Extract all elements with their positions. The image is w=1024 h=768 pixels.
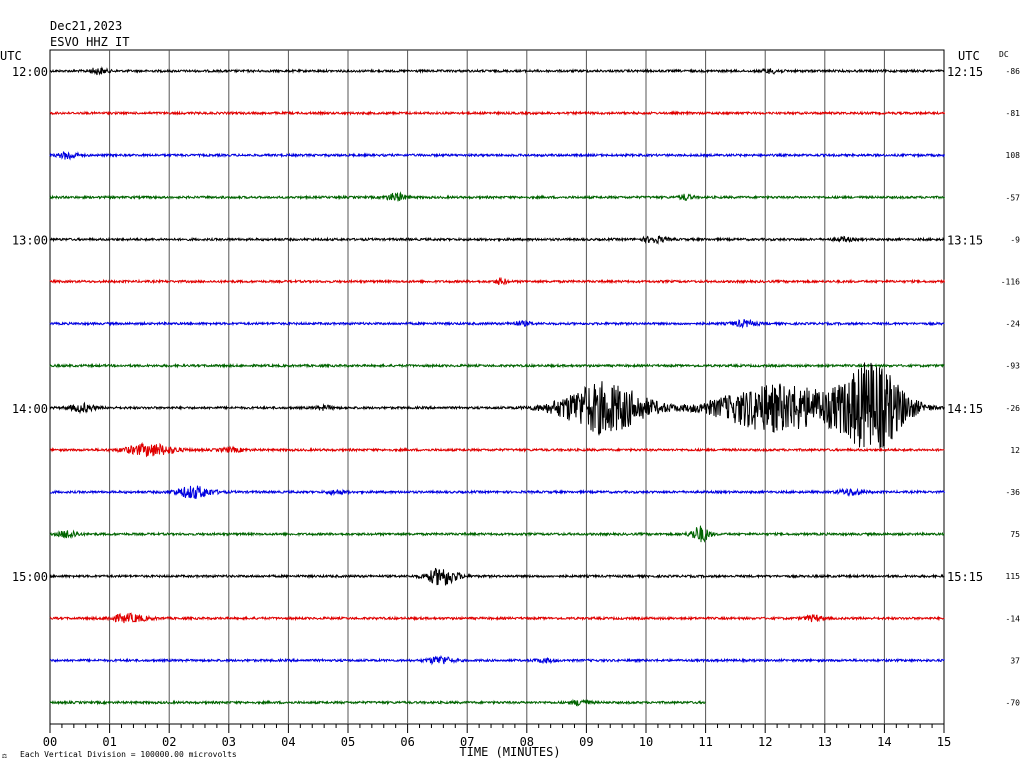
x-axis-title: TIME (MINUTES)	[459, 745, 560, 759]
left-hour-label: 14:00	[12, 402, 48, 416]
dc-column-header: DC	[999, 50, 1009, 59]
dc-offset-label: 115	[1006, 572, 1021, 581]
x-tick-label: 10	[639, 735, 653, 749]
chart-date-title: Dec21,2023	[50, 19, 122, 33]
trace-line-9	[49, 441, 945, 458]
dc-offset-label: 108	[1006, 151, 1021, 160]
x-tick-label: 04	[281, 735, 295, 749]
trace-line-10	[49, 485, 945, 499]
chart-station-subtitle: ESVO HHZ IT	[50, 35, 129, 49]
trace-line-0	[49, 66, 945, 76]
trace-line-4	[49, 234, 945, 245]
x-tick-label: 07	[460, 735, 474, 749]
dc-offset-label: -116	[1001, 278, 1020, 287]
dc-offset-label: -14	[1006, 614, 1021, 623]
x-tick-label: 09	[579, 735, 593, 749]
dc-offset-label: -26	[1006, 404, 1021, 413]
plot-frame	[49, 49, 945, 725]
footer-mark: ⚖	[2, 751, 7, 760]
trace-line-5	[49, 276, 945, 286]
x-tick-label: 11	[698, 735, 712, 749]
scale-note: Each Vertical Division = 100000.00 micro…	[20, 750, 237, 759]
right-hour-label: 12:15	[947, 65, 983, 79]
x-tick-label: 13	[818, 735, 832, 749]
trace-line-1	[49, 110, 945, 117]
dc-offset-label: -24	[1006, 320, 1021, 329]
time-axis: 00 01 02 03 04 05 06 07 08 09 10 11 12 13 14 15	[43, 724, 951, 749]
trace-line-15	[49, 698, 706, 707]
x-tick-label: 06	[400, 735, 414, 749]
x-tick-label: 00	[43, 735, 57, 749]
x-tick-label: 15	[937, 735, 951, 749]
dc-offset-label: 37	[1010, 656, 1020, 665]
trace-line-7	[49, 362, 945, 369]
dc-offset-label: -36	[1006, 488, 1021, 497]
trace-line-6	[49, 318, 945, 329]
trace-line-12	[49, 567, 945, 586]
dc-offset-label: -70	[1006, 699, 1021, 708]
trace-line-13	[49, 612, 945, 624]
trace-line-3	[49, 191, 945, 202]
dc-offset-label: -86	[1006, 67, 1021, 76]
dc-offset-label: -9	[1010, 235, 1020, 244]
trace-line-8	[49, 362, 945, 449]
x-tick-label: 05	[341, 735, 355, 749]
trace-line-14	[49, 655, 945, 666]
seismic-traces	[49, 66, 945, 707]
right-hour-label: 14:15	[947, 402, 983, 416]
right-utc-label: UTC	[958, 49, 980, 63]
trace-labels: -86 -81 108 -57 -9 -116 -24 -93 -26 12 -36 75 115 -14…	[12, 65, 1020, 708]
x-tick-label: 03	[222, 735, 236, 749]
left-hour-label: 13:00	[12, 233, 48, 247]
trace-line-11	[49, 525, 945, 543]
dc-offset-label: -93	[1006, 362, 1021, 371]
left-hour-label: 12:00	[12, 65, 48, 79]
left-utc-label: UTC	[0, 49, 22, 63]
x-tick-label: 12	[758, 735, 772, 749]
x-tick-label: 01	[102, 735, 116, 749]
x-tick-label: 08	[520, 735, 534, 749]
x-tick-label: 02	[162, 735, 176, 749]
right-hour-label: 15:15	[947, 570, 983, 584]
dc-offset-label: 12	[1010, 446, 1020, 455]
dc-offset-label: 75	[1010, 530, 1020, 539]
left-hour-label: 15:00	[12, 570, 48, 584]
dc-offset-label: -57	[1006, 193, 1021, 202]
grid-lines	[49, 49, 945, 725]
dc-offset-label: -81	[1006, 109, 1021, 118]
trace-line-2	[49, 151, 945, 161]
x-tick-label: 14	[877, 735, 891, 749]
right-hour-label: 13:15	[947, 233, 983, 247]
